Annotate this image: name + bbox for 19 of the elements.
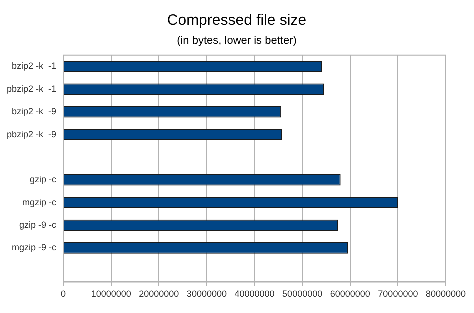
x-tick-label: 0 xyxy=(61,289,66,300)
y-tick-label: bzip2 -k -1 xyxy=(12,61,57,72)
x-tick-label: 50000000 xyxy=(282,289,323,300)
chart-subtitle: (in bytes, lower is better) xyxy=(176,35,298,47)
y-tick-label: pbzip2 -k -9 xyxy=(6,129,57,140)
x-tick-label: 80000000 xyxy=(426,289,466,300)
x-tick-label: 60000000 xyxy=(330,289,370,300)
y-tick-label: gzip -9 -c xyxy=(20,220,58,230)
y-tick-label: pbzip2 -k -1 xyxy=(6,84,57,94)
x-tick-label: 30000000 xyxy=(186,289,227,300)
y-tick-label: gzip -c xyxy=(30,174,58,185)
x-tick-label: 20000000 xyxy=(139,289,180,300)
x-tick-label: 10000000 xyxy=(91,289,132,300)
x-tick-label: 40000000 xyxy=(234,289,275,300)
y-tick-label: mgzip -c xyxy=(22,197,58,208)
x-tick-label: 70000000 xyxy=(378,289,418,300)
chart-title: Compressed file size xyxy=(166,12,308,29)
y-tick-label: bzip2 -k -9 xyxy=(12,106,57,117)
y-tick-label: mgzip -9 -c xyxy=(12,242,58,253)
